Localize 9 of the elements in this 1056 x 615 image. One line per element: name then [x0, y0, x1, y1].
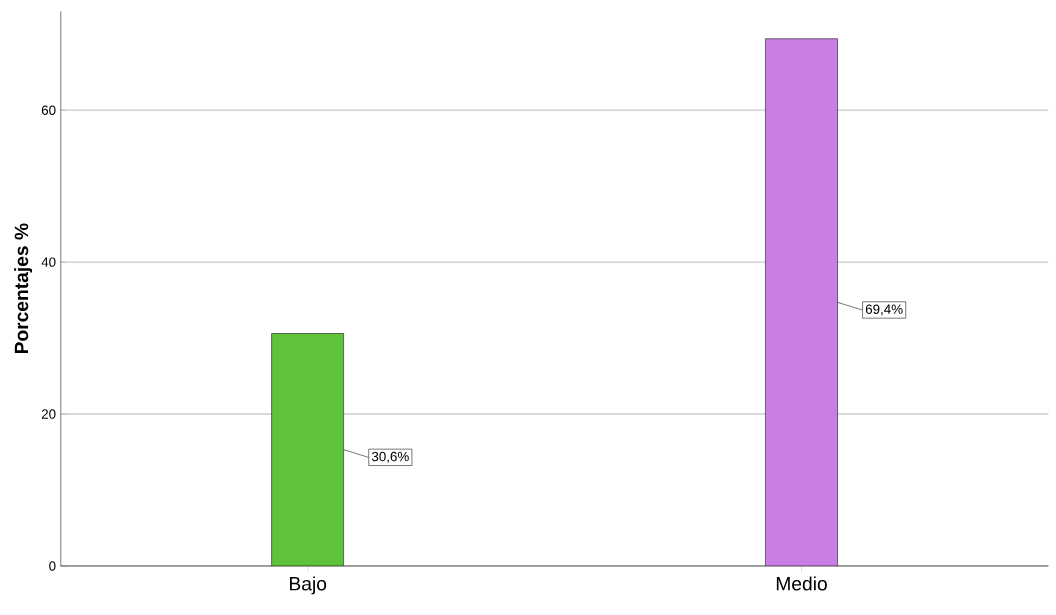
x-tick-label: Bajo [290, 576, 327, 595]
y-tick-label: 40 [41, 257, 56, 267]
y-tick-label: 20 [41, 409, 56, 419]
y-tick-label: 0 [49, 561, 56, 571]
y-axis-title: Porcentajes % [14, 223, 33, 353]
data-label: 69,4% [865, 304, 903, 316]
y-tick-label: 60 [41, 105, 56, 115]
x-tick-label: Medio [776, 576, 827, 591]
data-label: 30,6% [371, 451, 409, 463]
